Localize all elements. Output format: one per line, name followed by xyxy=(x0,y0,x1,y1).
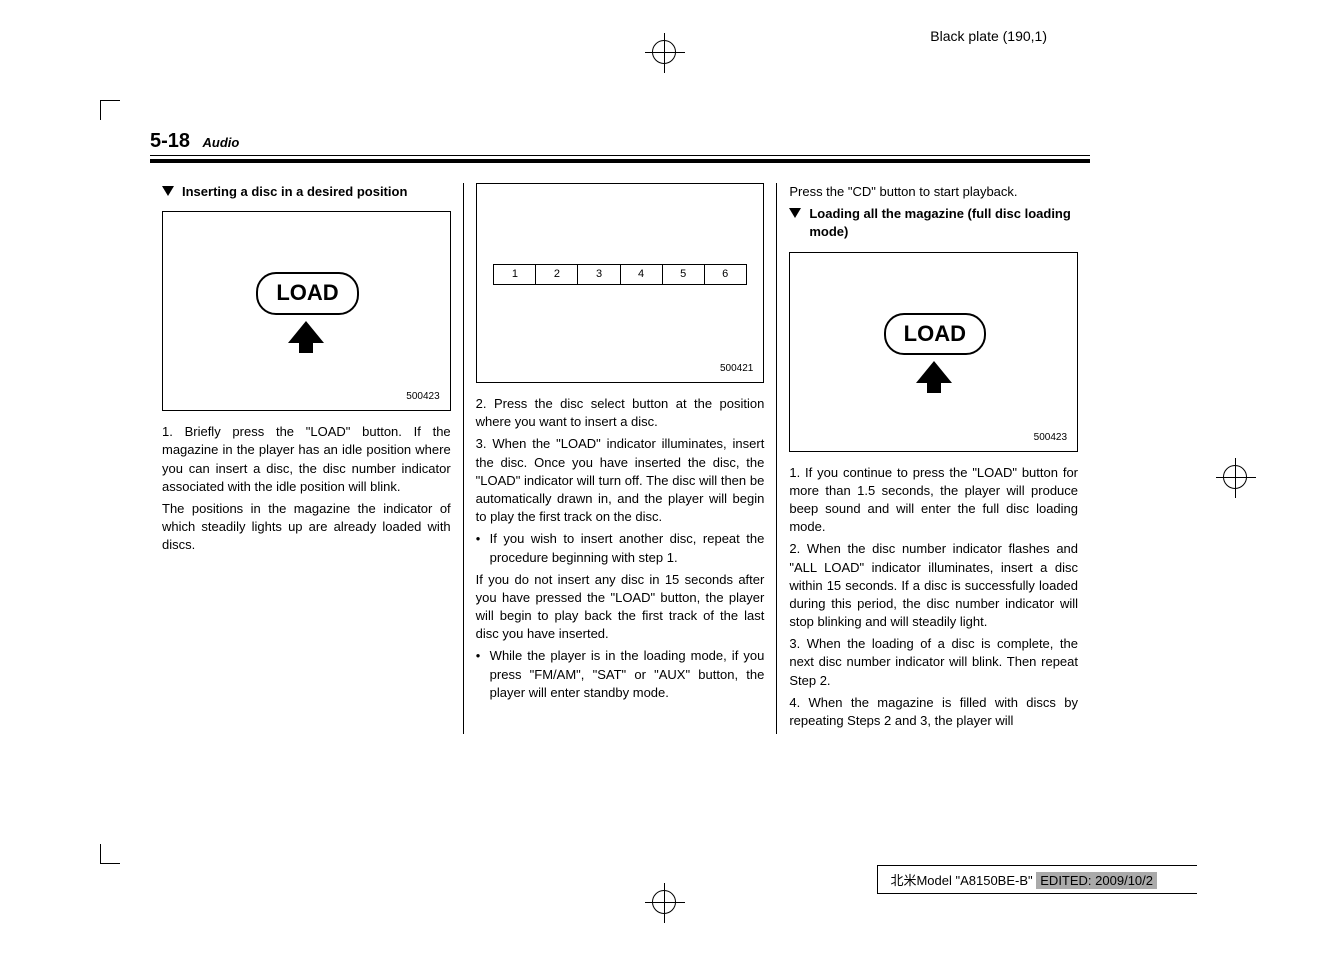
triangle-marker-icon xyxy=(789,208,801,218)
section-header: 5-18 Audio xyxy=(150,130,1090,163)
bullet-paragraph: If you wish to insert another disc, repe… xyxy=(476,530,765,566)
column-2: 1 2 3 4 5 6 500421 2. Press the disc sel… xyxy=(464,183,778,734)
number-cell: 2 xyxy=(536,265,578,284)
corner-mark xyxy=(100,844,120,864)
number-cell: 1 xyxy=(494,265,536,284)
paragraph: The positions in the magazine the indica… xyxy=(162,500,451,555)
paragraph: If you do not insert any disc in 15 seco… xyxy=(476,571,765,644)
paragraph: 3. When the "LOAD" indicator illuminates… xyxy=(476,435,765,526)
columns-container: Inserting a disc in a desired position L… xyxy=(150,183,1090,734)
crop-mark-bottom xyxy=(652,890,676,914)
paragraph: 1. Briefly press the "LOAD" button. If t… xyxy=(162,423,451,496)
section-name: Audio xyxy=(202,135,239,150)
load-label: LOAD xyxy=(884,313,986,356)
arrow-up-icon xyxy=(916,361,952,383)
column-3: Press the "CD" button to start playback.… xyxy=(777,183,1090,734)
footer-box: 北米Model "A8150BE-B" EDITED: 2009/10/2 xyxy=(877,865,1197,894)
number-cell: 4 xyxy=(621,265,663,284)
figure-load-button: LOAD 500423 xyxy=(789,252,1078,452)
figure-id: 500421 xyxy=(720,362,753,376)
paragraph: 4. When the magazine is filled with disc… xyxy=(789,694,1078,730)
page-content: 5-18 Audio Inserting a disc in a desired… xyxy=(150,130,1090,734)
number-row: 1 2 3 4 5 6 xyxy=(493,264,746,285)
corner-mark xyxy=(100,100,120,120)
triangle-marker-icon xyxy=(162,186,174,196)
load-label: LOAD xyxy=(256,272,358,315)
paragraph: 2. Press the disc select button at the p… xyxy=(476,395,765,431)
footer-model: 北米Model "A8150BE-B" xyxy=(890,873,1032,888)
paragraph: 2. When the disc number indicator flashe… xyxy=(789,540,1078,631)
number-cell: 6 xyxy=(705,265,746,284)
subsection-text: Inserting a disc in a desired position xyxy=(182,183,407,201)
print-header: Black plate (190,1) xyxy=(930,28,1047,44)
page-number: 5-18 xyxy=(150,130,190,152)
crop-mark-top xyxy=(652,40,676,64)
arrow-up-icon xyxy=(288,321,324,343)
subsection-title: Inserting a disc in a desired position xyxy=(162,183,451,201)
crop-mark-right xyxy=(1223,465,1247,489)
number-cell: 3 xyxy=(578,265,620,284)
paragraph: Press the "CD" button to start playback. xyxy=(789,183,1078,201)
bullet-paragraph: While the player is in the loading mode,… xyxy=(476,647,765,702)
paragraph: 3. When the loading of a disc is complet… xyxy=(789,635,1078,690)
figure-load-button: LOAD 500423 xyxy=(162,211,451,411)
paragraph: 1. If you continue to press the "LOAD" b… xyxy=(789,464,1078,537)
subsection-title: Loading all the magazine (full disc load… xyxy=(789,205,1078,241)
subsection-text: Loading all the magazine (full disc load… xyxy=(809,205,1078,241)
number-cell: 5 xyxy=(663,265,705,284)
footer-edited: EDITED: 2009/10/2 xyxy=(1036,872,1157,889)
figure-number-row: 1 2 3 4 5 6 500421 xyxy=(476,183,765,383)
column-1: Inserting a disc in a desired position L… xyxy=(150,183,464,734)
figure-id: 500423 xyxy=(406,390,439,404)
figure-id: 500423 xyxy=(1034,431,1067,445)
